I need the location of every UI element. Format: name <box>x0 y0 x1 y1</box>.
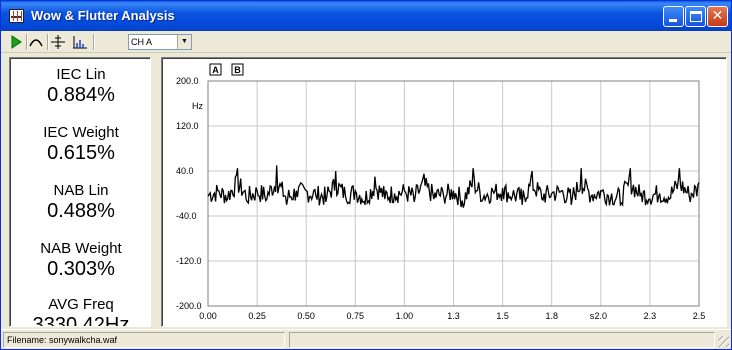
wow-flutter-chart[interactable]: 200.0 120.0 40.0 -40.0 -120.0 -200.0 0.00 0.25… <box>162 58 728 328</box>
x-tick-label: 2.5 <box>693 311 706 321</box>
x-tick-label: 1.5 <box>496 311 509 321</box>
x-tick-label: 0.75 <box>347 311 365 321</box>
y-tick-label: -200.0 <box>176 301 202 311</box>
play-icon <box>11 35 22 49</box>
status-panel <box>289 332 715 348</box>
x-tick-label: 0.50 <box>297 311 315 321</box>
curve-icon <box>29 39 43 47</box>
metric-value: 0.303% <box>47 258 115 280</box>
metric-nab-weight: NAB Weight 0.303% <box>10 240 150 281</box>
x-tick-label: 0.25 <box>248 311 266 321</box>
minimize-icon <box>669 19 677 22</box>
metric-value: 0.884% <box>47 84 115 106</box>
toolbar-separator <box>93 34 95 50</box>
metric-iec-weight: IEC Weight 0.615% <box>10 124 150 165</box>
metrics-panel: IEC Lin 0.884% IEC Weight 0.615% NAB Lin… <box>9 57 151 327</box>
maximize-icon <box>690 11 702 22</box>
marker-a[interactable]: A <box>209 63 222 76</box>
toolbar-separator <box>47 34 49 50</box>
marker-b[interactable]: B <box>231 63 244 76</box>
close-button[interactable]: ✕ <box>707 6 728 27</box>
toolbar-separator <box>26 34 28 50</box>
x-tick-label: 1.3 <box>447 311 460 321</box>
x-tick-label: 1.8 <box>545 311 558 321</box>
marker-a-label: A <box>212 65 219 75</box>
maximize-button[interactable] <box>685 6 706 27</box>
y-tick-label: -120.0 <box>176 256 202 266</box>
metric-label: NAB Weight <box>40 240 122 257</box>
y-axis-ticks: 200.0 120.0 40.0 -40.0 -120.0 -200.0 <box>176 76 202 311</box>
y-tick-label: -40.0 <box>176 211 197 221</box>
flutter-trace <box>207 165 700 208</box>
status-bar: Filename: sonywalkcha.waf <box>1 329 731 349</box>
resize-grip-icon[interactable] <box>718 336 729 347</box>
minimize-button[interactable] <box>663 6 684 27</box>
x-unit-label: s <box>590 311 595 321</box>
plot-panel: 200.0 120.0 40.0 -40.0 -120.0 -200.0 0.00 0.25… <box>161 57 727 327</box>
x-tick-label: 2.3 <box>644 311 657 321</box>
metric-avg-freq: AVG Freq 3330.42Hz <box>10 296 150 327</box>
metric-value: 0.488% <box>47 200 115 222</box>
window-title: Wow & Flutter Analysis <box>31 8 175 23</box>
y-tick-label: 200.0 <box>176 76 199 86</box>
metric-iec-lin: IEC Lin 0.884% <box>10 66 150 107</box>
metric-nab-lin: NAB Lin 0.488% <box>10 182 150 223</box>
plot-area-border <box>207 80 700 307</box>
dropdown-arrow-icon[interactable]: ▼ <box>177 35 191 49</box>
histogram-icon <box>73 36 87 49</box>
channel-value: CH A <box>131 37 153 47</box>
x-tick-label: 2.0 <box>595 311 608 321</box>
waveform-app-icon <box>9 9 24 23</box>
crosshair-icon <box>51 35 65 49</box>
play-button[interactable] <box>7 33 25 51</box>
metric-label: AVG Freq <box>48 296 114 313</box>
crosshair-button[interactable] <box>49 33 67 51</box>
curve-button[interactable] <box>27 33 45 51</box>
x-tick-label: 0.00 <box>199 311 217 321</box>
y-unit-label: Hz <box>192 101 203 111</box>
close-icon: ✕ <box>711 8 724 24</box>
x-axis-ticks: 0.00 0.25 0.50 0.75 1.00 1.3 1.5 1.8 2.0 2.3 2.5 <box>199 311 705 321</box>
metric-value: 3330.42Hz <box>32 314 130 327</box>
metric-label: IEC Weight <box>43 124 119 141</box>
y-tick-label: 40.0 <box>176 166 194 176</box>
status-filename: Filename: sonywalkcha.waf <box>3 332 285 348</box>
x-tick-label: 1.00 <box>396 311 414 321</box>
metric-label: NAB Lin <box>53 182 109 199</box>
title-bar[interactable]: Wow & Flutter Analysis ✕ <box>1 1 731 31</box>
histogram-button[interactable] <box>71 33 89 51</box>
metric-label: IEC Lin <box>56 66 106 83</box>
channel-select[interactable]: CH A ▼ <box>128 34 192 50</box>
metric-value: 0.615% <box>47 142 115 164</box>
marker-b-label: B <box>234 65 241 75</box>
toolbar: CH A ▼ <box>1 31 731 53</box>
y-tick-label: 120.0 <box>176 121 199 131</box>
